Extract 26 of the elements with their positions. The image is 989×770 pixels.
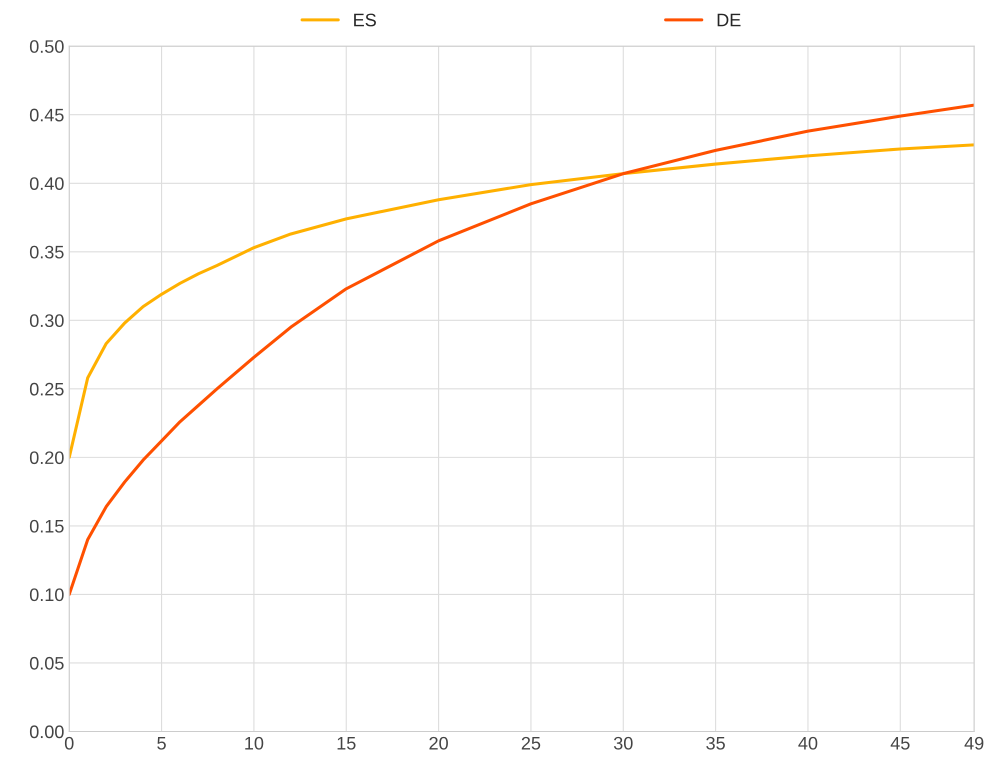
y-tick-label: 0.40: [30, 177, 64, 190]
x-tick-label: 20: [429, 736, 448, 750]
x-tick-label: 49: [964, 736, 984, 750]
x-tick-label: 0: [64, 736, 74, 750]
y-tick-label: 0.05: [30, 656, 64, 670]
x-tick-label: 25: [522, 736, 540, 750]
y-tick-label: 0.30: [30, 314, 64, 328]
line-series: [69, 104, 974, 596]
y-tick-label: 0.50: [30, 40, 64, 53]
y-tick-label: 0.10: [30, 588, 64, 602]
x-tick-label: 30: [614, 736, 633, 750]
x-tick-label: 10: [245, 736, 264, 750]
legend-label: DE: [718, 14, 741, 26]
y-tick-label: 0.15: [30, 520, 64, 533]
y-tick-label: 0.00: [30, 725, 64, 738]
legend-label: ES: [354, 14, 376, 26]
y-tick-label: 0.45: [30, 108, 64, 122]
y-tick-label: 0.25: [30, 382, 64, 396]
x-tick-label: 40: [798, 736, 818, 750]
y-tick-label: 0.35: [30, 246, 64, 259]
y-tick-label: 0.20: [30, 451, 64, 464]
x-tick-label: 35: [706, 736, 725, 750]
x-tick-label: 45: [890, 737, 910, 750]
x-tick-label: 5: [157, 737, 166, 750]
line-series: [69, 143, 974, 459]
x-tick-label: 15: [338, 737, 356, 750]
